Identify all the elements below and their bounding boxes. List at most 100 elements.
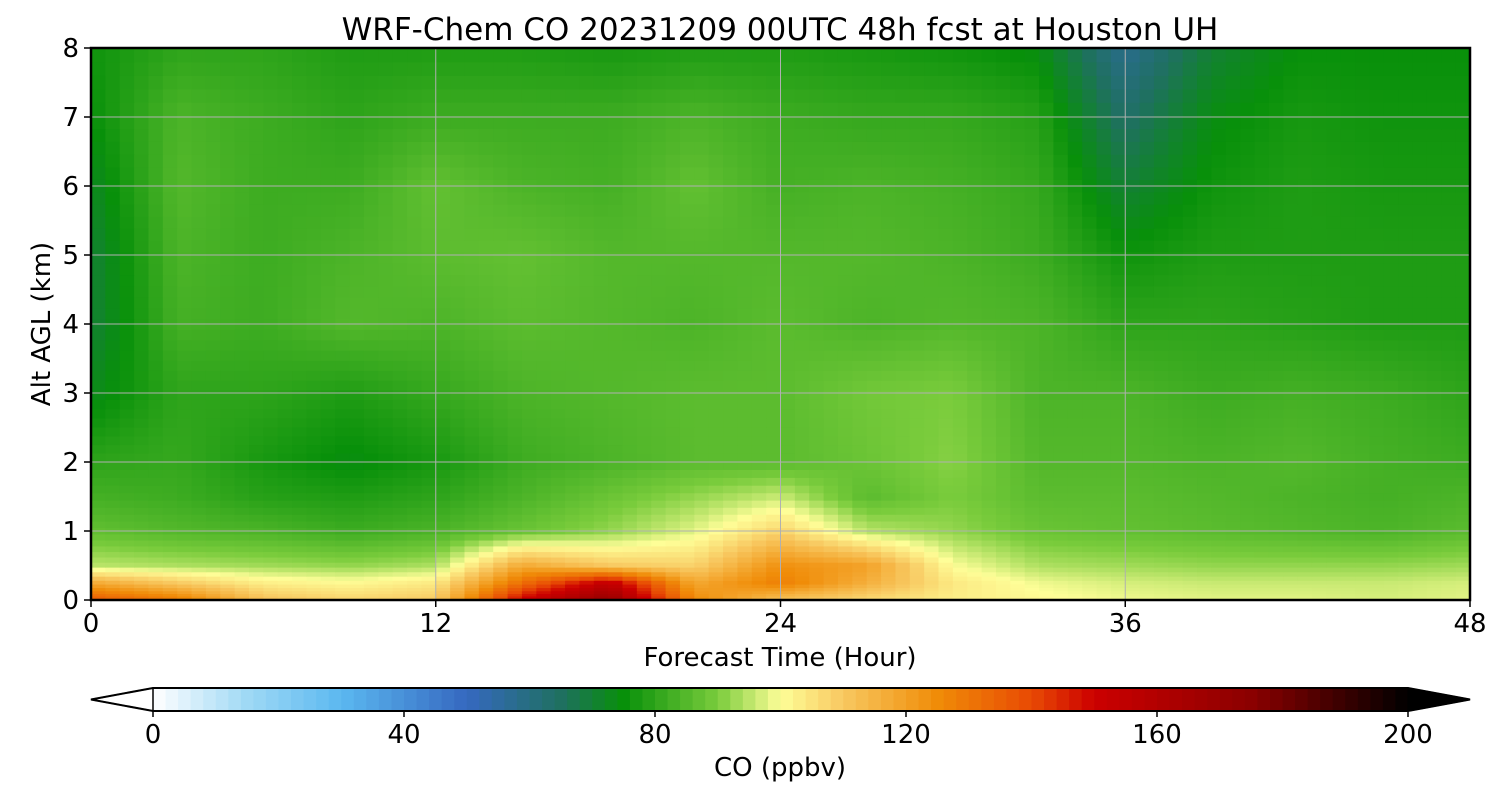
heatmap-cell xyxy=(105,539,121,547)
heatmap-cell xyxy=(450,399,466,410)
heatmap-cell xyxy=(1355,435,1371,446)
heatmap-cell xyxy=(249,469,264,478)
heatmap-cell xyxy=(277,567,293,573)
heatmap-cell xyxy=(234,477,250,486)
heatmap-cell xyxy=(622,251,638,264)
heatmap-cell xyxy=(1311,285,1327,298)
heatmap-cell xyxy=(335,520,351,529)
heatmap-cell xyxy=(866,307,882,320)
heatmap-cell xyxy=(1225,408,1241,419)
heatmap-cell xyxy=(1039,204,1055,217)
heatmap-cell xyxy=(1283,477,1299,486)
heatmap-cell xyxy=(1096,274,1112,287)
heatmap-cell xyxy=(636,339,652,351)
heatmap-cell xyxy=(550,520,566,529)
heatmap-cell xyxy=(1082,408,1098,419)
heatmap-cell xyxy=(809,477,825,486)
heatmap-cell xyxy=(1168,399,1184,410)
heatmap-cell xyxy=(1010,360,1026,371)
heatmap-cell xyxy=(852,533,868,541)
heatmap-cell xyxy=(1297,389,1313,400)
heatmap-cell xyxy=(378,507,394,515)
heatmap-cell xyxy=(622,307,638,320)
heatmap-cell xyxy=(579,571,595,577)
heatmap-cell xyxy=(1096,533,1112,541)
heatmap-cell xyxy=(277,556,293,563)
heatmap-cell xyxy=(1268,595,1284,599)
heatmap-cell xyxy=(565,576,580,581)
heatmap-cell xyxy=(952,587,968,592)
heatmap-cell xyxy=(363,571,379,577)
heatmap-cell xyxy=(995,551,1011,558)
heatmap-cell xyxy=(1383,595,1399,599)
heatmap-cell xyxy=(292,263,308,276)
heatmap-cell xyxy=(148,576,164,581)
heatmap-cell xyxy=(679,533,695,541)
heatmap-cell xyxy=(1110,296,1126,309)
heatmap-cell xyxy=(1139,556,1155,563)
heatmap-cell xyxy=(1254,285,1270,298)
heatmap-cell xyxy=(895,580,911,585)
heatmap-cell xyxy=(162,263,178,276)
heatmap-cell xyxy=(1039,545,1055,553)
heatmap-cell xyxy=(421,533,437,541)
heatmap-cell xyxy=(1326,567,1342,573)
heatmap-cell xyxy=(306,444,322,454)
heatmap-cell xyxy=(1383,576,1399,581)
heatmap-cell xyxy=(665,399,681,410)
heatmap-cell xyxy=(507,399,523,410)
heatmap-cell xyxy=(1355,426,1371,437)
heatmap-cell xyxy=(550,350,566,361)
heatmap-cell xyxy=(579,469,595,478)
heatmap-cell xyxy=(162,461,178,470)
heatmap-cell xyxy=(636,389,652,400)
heatmap-cell xyxy=(852,562,868,568)
heatmap-cell xyxy=(191,584,207,589)
heatmap-cell xyxy=(249,485,264,494)
heatmap-cell xyxy=(1096,562,1112,568)
heatmap-cell xyxy=(952,370,968,381)
heatmap-cell xyxy=(1268,350,1284,361)
heatmap-cell xyxy=(694,507,710,515)
heatmap-cell xyxy=(794,285,810,298)
heatmap-cell xyxy=(392,307,408,320)
heatmap-cell xyxy=(407,360,422,371)
heatmap-cell xyxy=(1039,500,1055,508)
heatmap-cell xyxy=(550,329,566,341)
heatmap-cell xyxy=(938,461,954,470)
heatmap-cell xyxy=(177,520,193,529)
heatmap-cell xyxy=(852,444,868,454)
heatmap-cell xyxy=(823,584,839,589)
heatmap-cell xyxy=(766,576,782,581)
heatmap-cell xyxy=(1268,545,1284,553)
heatmap-cell xyxy=(909,485,925,494)
heatmap-cell xyxy=(1254,296,1270,309)
heatmap-cell xyxy=(493,239,509,253)
heatmap-cell xyxy=(292,444,308,454)
heatmap-cell xyxy=(565,408,580,419)
heatmap-cell xyxy=(1254,452,1270,462)
heatmap-cell xyxy=(967,507,983,515)
heatmap-cell xyxy=(837,417,853,428)
heatmap-cell xyxy=(349,452,365,462)
heatmap-cell xyxy=(608,216,624,229)
heatmap-cell xyxy=(909,417,925,428)
heatmap-cell xyxy=(708,444,724,454)
heatmap-cell xyxy=(1254,500,1270,508)
heatmap-cell xyxy=(493,539,509,547)
heatmap-cell xyxy=(320,514,336,522)
heatmap-cell xyxy=(881,417,897,428)
heatmap-cell xyxy=(1412,514,1428,522)
heatmap-cell xyxy=(493,339,509,351)
heatmap-cell xyxy=(148,584,164,589)
heatmap-cell xyxy=(1125,285,1141,298)
heatmap-cell xyxy=(1340,590,1356,595)
heatmap-cell xyxy=(277,204,293,217)
heatmap-cell xyxy=(507,562,523,568)
heatmap-cell xyxy=(234,426,250,437)
heatmap-cell xyxy=(421,307,437,320)
heatmap-cell xyxy=(493,485,509,494)
heatmap-cell xyxy=(651,452,667,462)
heatmap-cell xyxy=(148,274,164,287)
heatmap-cell xyxy=(938,520,954,529)
